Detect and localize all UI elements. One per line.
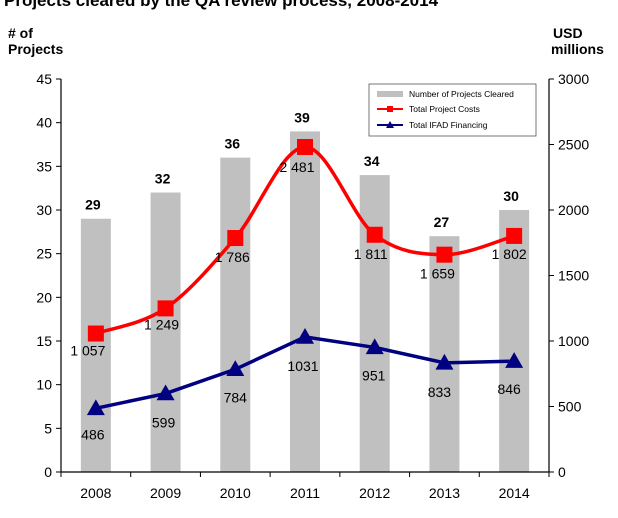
cost-marker-2014 [506, 227, 523, 244]
ifad-value-label: 486 [81, 426, 105, 442]
legend-entry-label: Total Project Costs [409, 104, 480, 114]
cost-value-label: 1 249 [144, 316, 179, 332]
ifad-marker-2010 [226, 360, 245, 377]
bar-2012 [359, 175, 390, 473]
legend-swatch-cost-marker [387, 106, 393, 112]
ifad-marker-2011 [296, 327, 314, 344]
legend-entry-label: Total IFAD Financing [409, 120, 488, 130]
x-tick-label: 2008 [80, 485, 111, 501]
right-tick-label: 1500 [558, 268, 589, 284]
cost-marker-2008 [87, 325, 104, 342]
cost-marker-2012 [366, 226, 383, 243]
left-tick-label: 30 [36, 202, 52, 218]
cost-value-label: 1 057 [70, 343, 105, 359]
legend-swatch-bar [377, 91, 403, 97]
left-axis-title-line1: # of [8, 25, 33, 41]
x-tick-label: 2014 [499, 485, 530, 501]
ifad-value-label: 1031 [287, 358, 318, 374]
bar-2010 [220, 157, 251, 472]
cost-marker-2011 [297, 138, 313, 155]
left-tick-label: 10 [36, 377, 52, 393]
right-tick-label: 0 [558, 464, 566, 480]
x-tick-label: 2010 [220, 485, 251, 501]
ifad-marker-2014 [505, 352, 524, 368]
left-tick-label: 5 [44, 420, 52, 436]
x-tick-label: 2013 [429, 485, 460, 501]
bar-2009 [150, 192, 181, 473]
bar-value-label: 39 [294, 109, 310, 125]
right-tick-label: 2000 [558, 202, 589, 218]
left-tick-label: 20 [36, 289, 52, 305]
bar-value-label: 29 [85, 197, 101, 213]
cost-value-label: 1 811 [354, 246, 388, 262]
right-axis-title-line2: millions [551, 41, 604, 57]
cost-marker-2009 [157, 300, 174, 317]
right-tick-label: 3000 [558, 71, 589, 87]
cost-marker-2013 [436, 246, 453, 263]
bar-2008 [80, 218, 111, 472]
left-tick-label: 15 [36, 333, 52, 349]
legend-entry-label: Number of Projects Cleared [409, 89, 514, 99]
cost-marker-2010 [227, 230, 244, 247]
left-tick-label: 0 [44, 464, 52, 480]
cost-value-label: 1 659 [420, 266, 455, 282]
cost-value-label: 1 786 [215, 249, 250, 265]
x-tick-label: 2012 [359, 485, 390, 501]
bar-2014 [499, 210, 530, 472]
ifad-marker-2009 [156, 384, 175, 401]
chart-title: Projects cleared by the QA review proces… [4, 0, 439, 10]
left-axis-title-line2: Projects [8, 41, 63, 57]
right-tick-label: 500 [558, 399, 582, 415]
bar-value-label: 36 [224, 136, 240, 152]
ifad-value-label: 599 [152, 415, 176, 431]
ifad-marker-2008 [86, 399, 105, 416]
left-tick-label: 45 [36, 71, 52, 87]
ifad-marker-2012 [365, 338, 384, 355]
left-tick-label: 35 [36, 158, 52, 174]
left-tick-label: 40 [36, 115, 52, 131]
cost-value-label: 2 481 [279, 159, 314, 175]
ifad-value-label: 833 [428, 384, 452, 400]
cost-value-label: 1 802 [492, 246, 527, 262]
ifad-value-label: 951 [362, 367, 386, 383]
ifad-value-label: 784 [224, 389, 248, 405]
bar-value-label: 34 [364, 153, 380, 169]
x-tick-label: 2011 [290, 485, 320, 501]
bar-2011 [290, 131, 320, 472]
ifad-marker-2013 [435, 353, 454, 370]
right-tick-label: 2500 [558, 137, 589, 153]
right-axis-title-line1: USD [553, 25, 583, 41]
bar-value-label: 32 [155, 171, 171, 187]
bar-value-label: 30 [503, 188, 519, 204]
x-tick-label: 2009 [150, 485, 181, 501]
bar-value-label: 27 [434, 214, 450, 230]
left-tick-label: 25 [36, 246, 52, 262]
ifad-value-label: 846 [497, 381, 521, 397]
legend-swatch-ifad-marker [386, 121, 394, 128]
right-tick-label: 1000 [558, 333, 589, 349]
